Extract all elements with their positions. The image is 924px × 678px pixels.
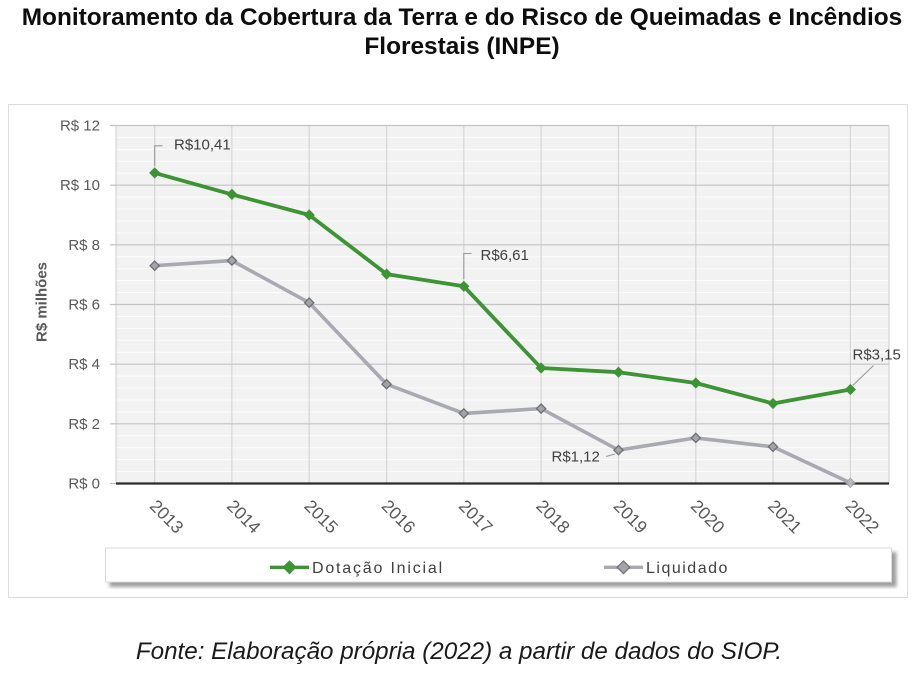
svg-text:2019: 2019 [610, 496, 652, 538]
svg-text:R$ 8: R$ 8 [68, 237, 100, 254]
svg-text:2015: 2015 [300, 496, 342, 538]
svg-text:R$3,15: R$3,15 [853, 347, 901, 364]
svg-text:R$ 2: R$ 2 [68, 416, 100, 433]
svg-text:R$ 0: R$ 0 [68, 476, 100, 493]
svg-text:2017: 2017 [455, 496, 497, 538]
svg-text:2016: 2016 [378, 496, 420, 538]
svg-text:R$ 6: R$ 6 [68, 297, 100, 314]
svg-text:R$ 10: R$ 10 [60, 177, 100, 194]
svg-text:R$ 4: R$ 4 [68, 356, 100, 373]
svg-text:2014: 2014 [223, 496, 265, 538]
svg-text:R$6,61: R$6,61 [481, 247, 529, 264]
svg-text:Dotação Inicial: Dotação Inicial [312, 560, 444, 577]
svg-text:2018: 2018 [532, 496, 574, 538]
svg-text:R$ 12: R$ 12 [60, 118, 100, 135]
svg-text:Liquidado: Liquidado [646, 560, 729, 577]
svg-text:2022: 2022 [842, 496, 884, 538]
svg-text:R$ milhões: R$ milhões [34, 262, 51, 342]
svg-text:R$1,12: R$1,12 [552, 449, 600, 466]
svg-text:2013: 2013 [146, 496, 188, 538]
svg-text:R$10,41: R$10,41 [174, 137, 231, 154]
svg-text:2020: 2020 [687, 496, 729, 538]
svg-text:2021: 2021 [764, 496, 806, 538]
